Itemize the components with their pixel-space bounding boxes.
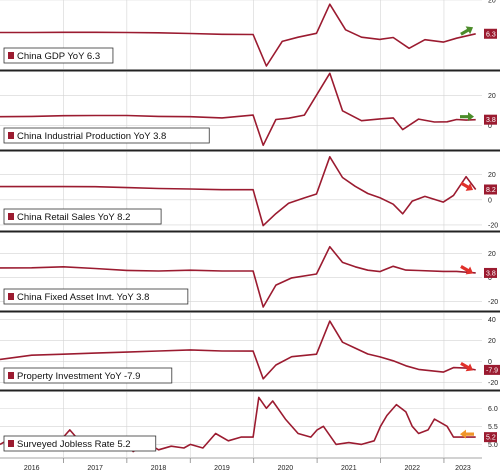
y-tick-label: 20 — [488, 172, 496, 179]
legend-box: China Fixed Asset Invt. YoY 3.8 — [3, 288, 189, 305]
y-tick-label: 0 — [488, 359, 492, 366]
panel-5: 40 20 0 -20 -7.9 Property Investment YoY -7.9 — [0, 313, 500, 392]
x-tick-label: 2022 — [404, 465, 420, 472]
last-value-label: 3.8 — [486, 117, 496, 124]
legend-label: Surveyed Jobless Rate 5.2 — [17, 439, 131, 450]
y-tick-label: 40 — [488, 317, 496, 324]
trend-arrow-icon — [460, 26, 474, 36]
last-value-label: 5.2 — [486, 435, 496, 442]
trend-arrow-icon — [460, 265, 474, 275]
legend-box: China Industrial Production YoY 3.8 — [3, 127, 210, 144]
legend-frame — [3, 208, 162, 225]
x-tick-label: 2021 — [341, 465, 357, 472]
legend-swatch — [8, 440, 14, 447]
y-tick-label: 5.0 — [488, 442, 498, 449]
legend-swatch — [8, 213, 14, 220]
legend-box: China GDP YoY 6.3 — [3, 47, 114, 64]
trend-arrow-icon — [460, 112, 474, 122]
legend-swatch — [8, 132, 14, 139]
x-axis: 2016 2017 2018 2019 2020 2021 2022 2023 — [0, 457, 482, 472]
legend-box: China Retail Sales YoY 8.2 — [3, 208, 162, 225]
x-tick-label: 2016 — [24, 465, 40, 472]
y-tick-label: 5.5 — [488, 424, 498, 431]
y-tick-label: 0 — [488, 123, 492, 130]
y-tick-label: 6.0 — [488, 406, 498, 413]
x-tick-label: 2023 — [455, 465, 471, 472]
arrow-shape — [460, 112, 474, 122]
y-tick-label: -20 — [488, 222, 498, 229]
series-line — [0, 156, 477, 227]
legend-box: Property Investment YoY -7.9 — [3, 367, 173, 384]
legend-frame — [3, 47, 114, 64]
legend-label: Property Investment YoY -7.9 — [17, 371, 140, 382]
panel-4: 20 0 -20 3.8 China Fixed Asset Invt. YoY 3.8 — [0, 233, 500, 313]
x-tick-label: 2017 — [87, 465, 103, 472]
last-value-label: -7.9 — [486, 367, 498, 374]
y-tick-label: 20 — [488, 338, 496, 345]
last-value-label: 6.3 — [486, 31, 496, 38]
last-value-badge — [484, 184, 497, 195]
last-value-label: 3.8 — [486, 270, 496, 277]
last-value-badge — [484, 114, 497, 125]
y-tick-label: -20 — [488, 299, 498, 306]
arrow-shape — [460, 362, 474, 372]
y-tick-label: 0 — [488, 275, 492, 282]
y-tick-label: 0 — [488, 197, 492, 204]
y-tick-label: 20 — [488, 0, 496, 5]
trend-arrow-icon — [460, 181, 474, 191]
series-line — [0, 245, 476, 308]
legend-frame — [3, 367, 173, 384]
legend-label: China GDP YoY 6.3 — [17, 51, 100, 62]
legend-swatch — [8, 372, 14, 379]
arrow-shape — [460, 181, 474, 191]
last-value-label: 8.2 — [486, 187, 496, 194]
trend-arrow-icon — [460, 362, 474, 372]
last-value-badge — [484, 267, 497, 278]
legend-label: China Industrial Production YoY 3.8 — [17, 131, 166, 142]
panel-1: 20 6.3 China GDP YoY 6.3 — [0, 0, 500, 72]
y-tick-label: -20 — [488, 380, 498, 387]
panel-6: 6.0 5.5 5.05.2 Surveyed Jobless Rate 5.2 — [0, 392, 498, 457]
legend-frame — [3, 127, 210, 144]
series-line — [0, 72, 476, 147]
y-tick-label: 20 — [488, 251, 496, 258]
legend-frame — [3, 288, 189, 305]
legend-swatch — [8, 293, 14, 300]
arrow-shape — [460, 429, 474, 439]
panel-2: 20 03.8 China Industrial Production YoY 3.… — [0, 72, 500, 152]
legend-label: China Retail Sales YoY 8.2 — [17, 212, 130, 223]
x-tick-label: 2019 — [214, 465, 230, 472]
y-tick-label: 20 — [488, 93, 496, 100]
legend-box: Surveyed Jobless Rate 5.2 — [3, 435, 157, 452]
last-value-badge — [484, 364, 500, 375]
legend-frame — [3, 435, 157, 452]
x-tick-label: 2020 — [278, 465, 294, 472]
last-value-badge — [484, 28, 497, 39]
arrow-shape — [460, 26, 474, 36]
x-tick-label: 2018 — [151, 465, 167, 472]
series-line — [0, 3, 476, 67]
legend-swatch — [8, 52, 14, 59]
arrow-shape — [460, 265, 474, 275]
last-value-badge — [484, 432, 497, 443]
legend-label: China Fixed Asset Invt. YoY 3.8 — [17, 292, 149, 303]
series-line — [0, 320, 476, 380]
panel-3: 20 0 -20 8.2 China Retail Sales YoY 8.2 — [0, 152, 500, 233]
trend-arrow-icon — [460, 429, 474, 439]
